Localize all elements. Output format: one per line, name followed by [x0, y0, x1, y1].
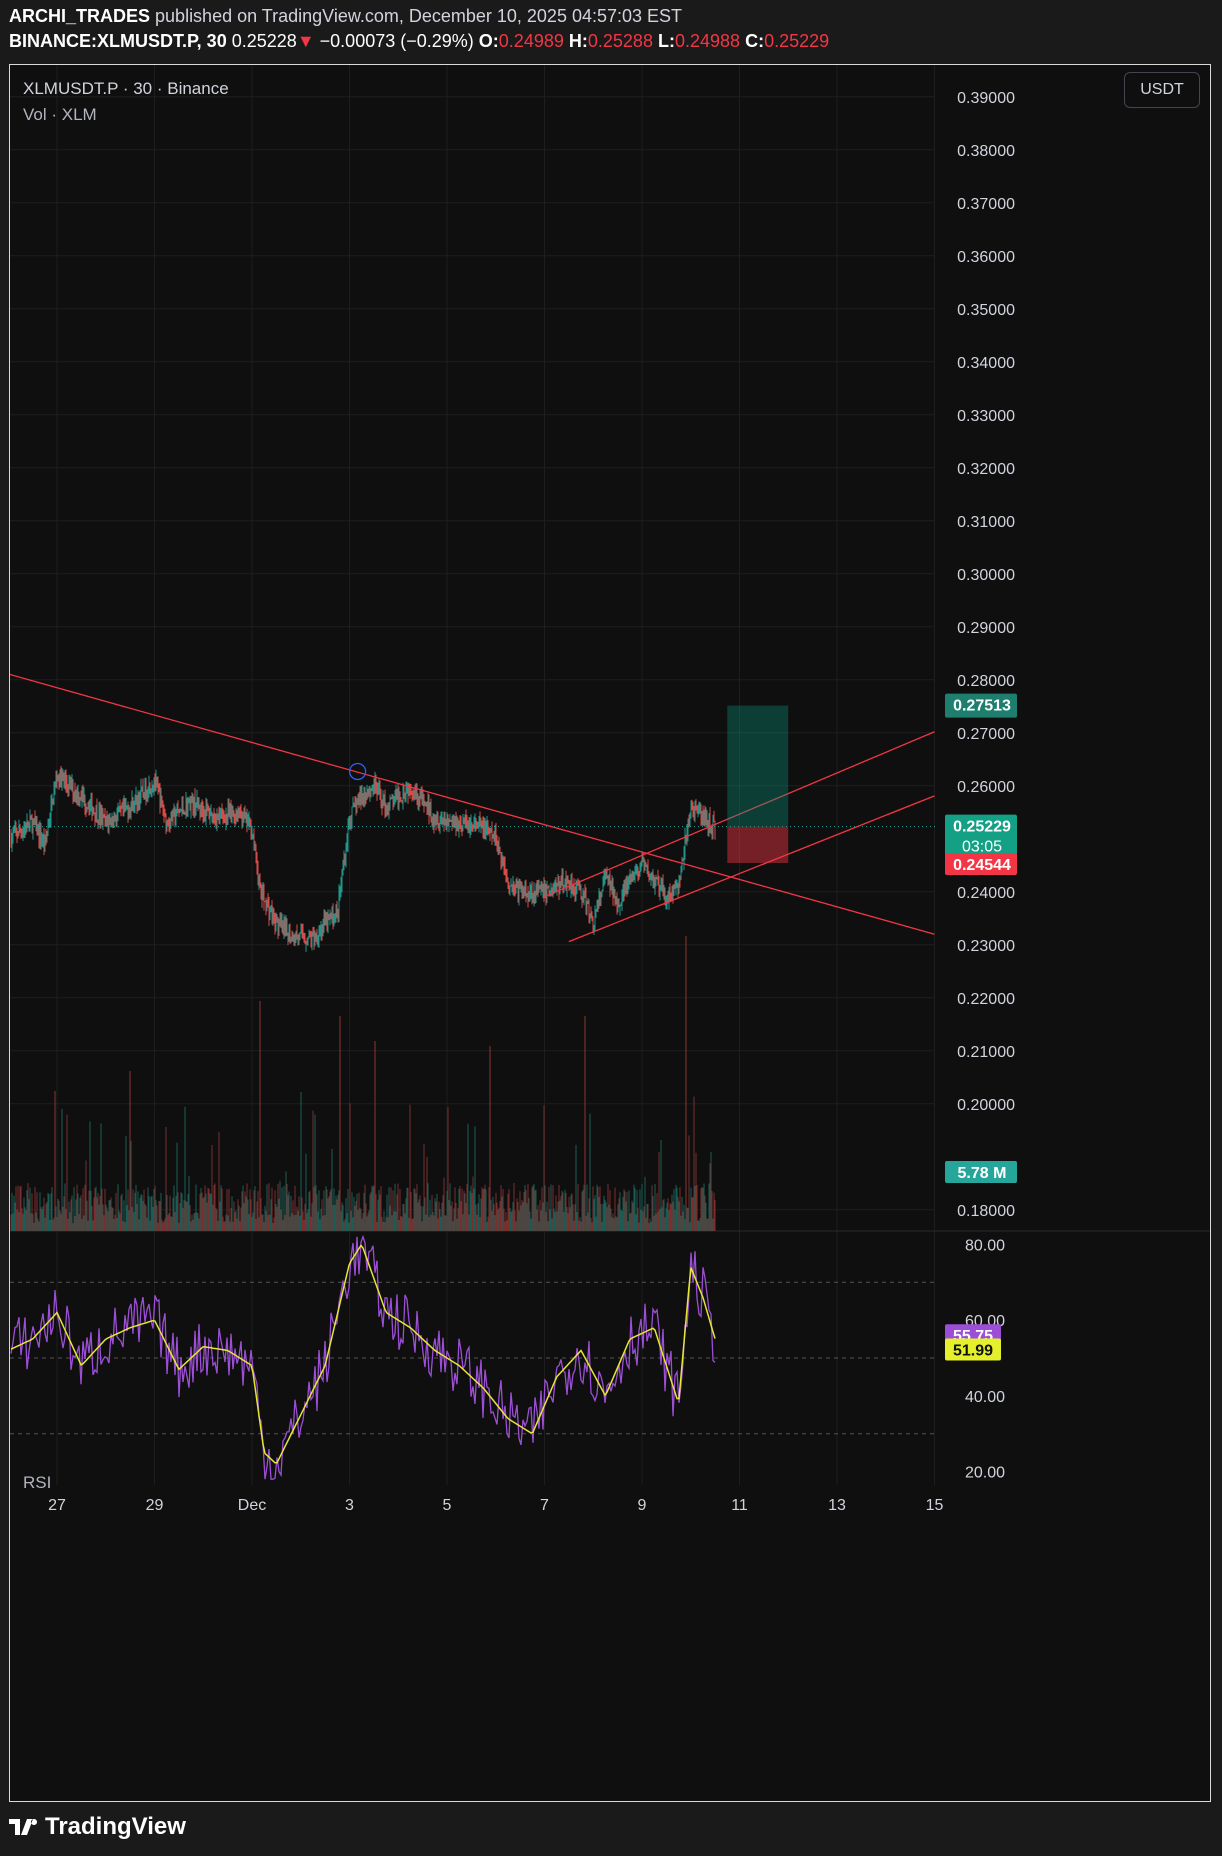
time-tick-label: 9	[638, 1497, 647, 1514]
time-tick-label: 7	[540, 1497, 549, 1514]
time-tick-label: 27	[48, 1497, 66, 1514]
time-tick-label: Dec	[238, 1497, 266, 1514]
close-value: 0.25229	[764, 31, 830, 51]
price-tick-label: 0.34000	[957, 355, 1015, 372]
last-price-label-countdown: 03:05	[962, 839, 1002, 856]
price-tick-label: 0.31000	[957, 514, 1015, 531]
ohlc-line: BINANCE:XLMUSDT.P, 30 0.25228▼ −0.00073 …	[9, 31, 829, 52]
down-arrow-icon: ▼	[296, 31, 315, 51]
time-tick-label: 29	[146, 1497, 164, 1514]
target-price-label-bg	[945, 693, 1017, 718]
chart-frame[interactable]: 0.39000 0.38000 0.37000 0.36000 0.35000 0.340…	[9, 64, 1211, 1802]
time-tick-label: 5	[443, 1497, 452, 1514]
chart-svg[interactable]: 0.39000 0.38000 0.37000 0.36000 0.35000 0.340…	[10, 65, 1210, 1801]
volume-label-bg	[945, 1161, 1017, 1183]
last-price: 0.25228	[231, 31, 297, 51]
time-tick-label: 11	[731, 1497, 748, 1514]
rsi-ma-line	[10, 1244, 716, 1464]
rsi-line	[10, 1234, 716, 1480]
symbol-label: BINANCE:XLMUSDT.P, 30	[9, 31, 227, 51]
rsi-ma-value-bg	[945, 1338, 1001, 1361]
rsi-tick-label: 40.00	[965, 1389, 1005, 1406]
trendline-channel-upper	[544, 731, 935, 898]
price-tick-label: 0.38000	[957, 143, 1015, 160]
open-label: O:	[478, 31, 499, 51]
publish-line: ARCHI_TRADES published on TradingView.co…	[9, 6, 682, 27]
volume-label: 5.78 M	[958, 1165, 1007, 1182]
price-tick-label: 0.27000	[957, 726, 1015, 743]
time-tick-label: 13	[828, 1497, 846, 1514]
currency-button[interactable]: USDT	[1124, 72, 1200, 108]
price-tick-label: 0.22000	[957, 991, 1015, 1008]
rsi-tick-label: 80.00	[965, 1237, 1005, 1254]
price-tick-label: 0.20000	[957, 1097, 1015, 1114]
price-tick-label: 0.39000	[957, 90, 1015, 107]
price-tick-label: 0.26000	[957, 779, 1015, 796]
tradingview-logo[interactable]: TradingView	[9, 1813, 186, 1841]
price-tick-label: 0.18000	[957, 1203, 1015, 1220]
author-name[interactable]: ARCHI_TRADES	[9, 6, 151, 26]
rsi-legend: RSI	[23, 1473, 52, 1492]
stop-loss-zone	[727, 826, 789, 863]
open-value: 0.24989	[498, 31, 564, 51]
time-tick-label: 15	[926, 1497, 944, 1514]
brand-name: TradingView	[45, 1813, 186, 1840]
price-tick-label: 0.28000	[957, 673, 1015, 690]
price-tick-label: 0.33000	[957, 408, 1015, 425]
take-profit-zone	[727, 705, 789, 827]
price-tick-label: 0.36000	[957, 249, 1015, 266]
price-tick-label: 0.32000	[957, 461, 1015, 478]
rsi-ma-value-label: 51.99	[953, 1342, 993, 1359]
stop-price-label-bg	[945, 852, 1017, 875]
volume-legend: Vol · XLM	[23, 105, 97, 124]
chart-title: XLMUSDT.P · 30 · Binance	[23, 79, 229, 98]
low-value: 0.24988	[674, 31, 741, 51]
trendline-descending	[10, 673, 935, 935]
rsi-tick-label: 20.00	[965, 1465, 1005, 1482]
last-price-label: 0.25229	[953, 819, 1011, 836]
tradingview-logo-icon	[9, 1819, 38, 1835]
price-tick-label: 0.29000	[957, 620, 1015, 637]
high-label: H:	[568, 31, 588, 51]
price-change: −0.00073 (−0.29%)	[319, 31, 474, 51]
trendline-channel-lower	[568, 795, 935, 943]
price-tick-label: 0.37000	[957, 196, 1015, 213]
publish-info: published on TradingView.com, December 1…	[155, 6, 683, 26]
price-tick-label: 0.35000	[957, 302, 1015, 319]
target-price-label: 0.27513	[953, 698, 1011, 715]
stop-price-label: 0.24544	[953, 857, 1011, 874]
price-tick-label: 0.21000	[957, 1044, 1015, 1061]
low-label: L:	[657, 31, 675, 51]
time-tick-label: 3	[345, 1497, 354, 1514]
marker-circle	[348, 762, 367, 781]
price-tick-label: 0.30000	[957, 567, 1015, 584]
close-label: C:	[745, 31, 765, 51]
last-price-label-bg	[945, 814, 1017, 857]
price-tick-label: 0.23000	[957, 938, 1015, 955]
price-tick-label: 0.24000	[957, 885, 1015, 902]
high-value: 0.25288	[587, 31, 653, 51]
